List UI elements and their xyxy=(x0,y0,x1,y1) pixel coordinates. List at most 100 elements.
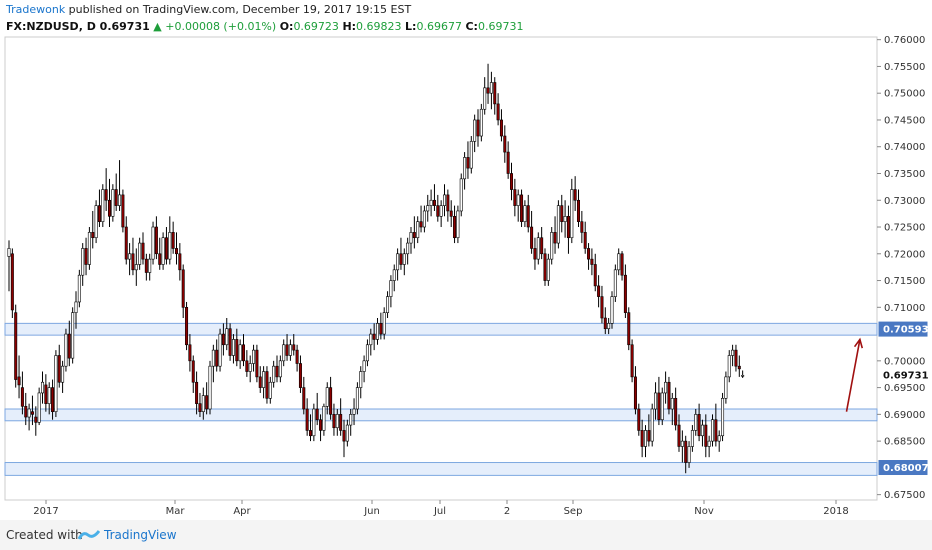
candle-body xyxy=(523,205,527,222)
candle-body xyxy=(680,440,684,447)
candle-body xyxy=(637,408,641,431)
candle-body xyxy=(473,119,477,142)
published-text: published on TradingView.com, December 1… xyxy=(65,3,412,16)
candle-body xyxy=(37,392,41,423)
candle-body xyxy=(704,424,708,447)
candle-body xyxy=(670,398,674,410)
open-value: 0.69723 xyxy=(293,20,339,33)
candle-body xyxy=(727,355,731,378)
candle-body xyxy=(543,253,547,281)
candle-body xyxy=(335,414,339,429)
x-tick-label: Apr xyxy=(233,506,251,517)
candle-body xyxy=(235,339,239,362)
candle-body xyxy=(308,430,312,437)
candle-body xyxy=(272,365,276,383)
candle-body xyxy=(590,258,594,265)
candle-body xyxy=(208,365,212,410)
price-axis[interactable]: 0.76000 0.75500 0.75000 0.74500 0.74000 0.735… xyxy=(877,35,925,501)
x-tick-label: 2018 xyxy=(823,506,848,517)
candle-body xyxy=(466,157,470,169)
candle-body xyxy=(617,253,621,271)
up-arrow xyxy=(845,337,864,412)
y-tick-label: 0.73000 xyxy=(884,196,925,207)
candle-body xyxy=(553,232,557,244)
candle-body xyxy=(677,424,681,447)
price-tag-label: 0.68007 xyxy=(883,463,929,474)
candle-body xyxy=(359,371,363,388)
candle-body xyxy=(30,411,34,415)
candle-body xyxy=(469,141,473,169)
change-value: ▲ +0.00008 (+0.01%) xyxy=(153,20,277,33)
price-tag-label: 0.70593 xyxy=(883,325,929,336)
candle-body xyxy=(295,349,299,364)
candle-body xyxy=(57,355,61,383)
candle-body xyxy=(161,237,165,265)
candle-body xyxy=(623,274,627,313)
candle-body xyxy=(483,87,487,110)
price-tag-box xyxy=(878,321,928,337)
time-axis[interactable]: 2017 Mar Apr Jun Jul 2 Sep Nov 2018 xyxy=(33,500,849,517)
candle-body xyxy=(268,381,272,399)
candle-body xyxy=(406,242,410,255)
candle-body xyxy=(412,232,416,239)
y-tick-label: 0.71000 xyxy=(884,303,925,314)
zone-2 xyxy=(4,462,878,476)
candle-body xyxy=(108,199,112,217)
candle-body xyxy=(305,408,309,431)
tradingview-link[interactable]: TradingView xyxy=(104,528,177,542)
candle-body xyxy=(416,221,420,239)
candle-body xyxy=(282,344,286,362)
candle-body xyxy=(298,363,302,388)
candle-body xyxy=(325,387,329,407)
candle-body xyxy=(643,430,647,447)
candle-body xyxy=(138,242,142,265)
candle-body xyxy=(566,216,570,239)
candle-body xyxy=(84,248,88,265)
candle-body xyxy=(684,440,688,463)
candle-body xyxy=(520,194,524,222)
candle-body xyxy=(352,408,356,415)
candle-body xyxy=(399,253,403,265)
candle-body xyxy=(94,205,98,239)
candle-body xyxy=(27,408,31,418)
candle-body xyxy=(724,376,728,399)
candle-body xyxy=(650,408,654,442)
x-tick-label: Mar xyxy=(166,506,186,517)
candle-body xyxy=(731,349,735,356)
candle-body xyxy=(479,108,483,137)
candle-body xyxy=(369,333,373,346)
candle-body xyxy=(255,349,259,378)
close-label: C: xyxy=(465,20,478,33)
candle-body xyxy=(111,189,115,217)
footer: Created with TradingView xyxy=(0,520,932,550)
price-chart[interactable]: 0.76000 0.75500 0.75000 0.74500 0.74000 0.735… xyxy=(0,0,932,520)
y-tick-label: 0.72000 xyxy=(884,249,925,260)
candle-body xyxy=(620,253,624,276)
candle-body xyxy=(379,323,383,335)
author-link[interactable]: Tradewonk xyxy=(6,3,66,16)
candle-body xyxy=(386,296,390,313)
candle-body xyxy=(583,232,587,249)
candle-body xyxy=(516,194,520,206)
candle-body xyxy=(375,323,379,340)
created-with-text: Created with xyxy=(6,528,83,542)
candle-body xyxy=(734,349,738,367)
candle-body xyxy=(362,360,366,372)
candle-body xyxy=(422,210,426,228)
candle-body xyxy=(550,232,554,260)
candle-body xyxy=(101,189,105,222)
candle-body xyxy=(171,232,175,249)
symbol-label: FX:NZDUSD, D 0.69731 xyxy=(6,20,150,33)
candle-body xyxy=(148,258,152,273)
candle-body xyxy=(436,205,440,217)
candle-body xyxy=(627,312,631,346)
candle-body xyxy=(322,406,326,431)
x-tick-label: 2017 xyxy=(33,506,58,517)
support-resistance-zones xyxy=(4,322,878,476)
candle-body xyxy=(188,344,192,362)
candle-body xyxy=(342,430,346,442)
candle-body xyxy=(741,374,745,377)
candle-body xyxy=(503,135,507,153)
candle-body xyxy=(181,269,185,308)
y-tick-label: 0.75500 xyxy=(884,62,925,73)
